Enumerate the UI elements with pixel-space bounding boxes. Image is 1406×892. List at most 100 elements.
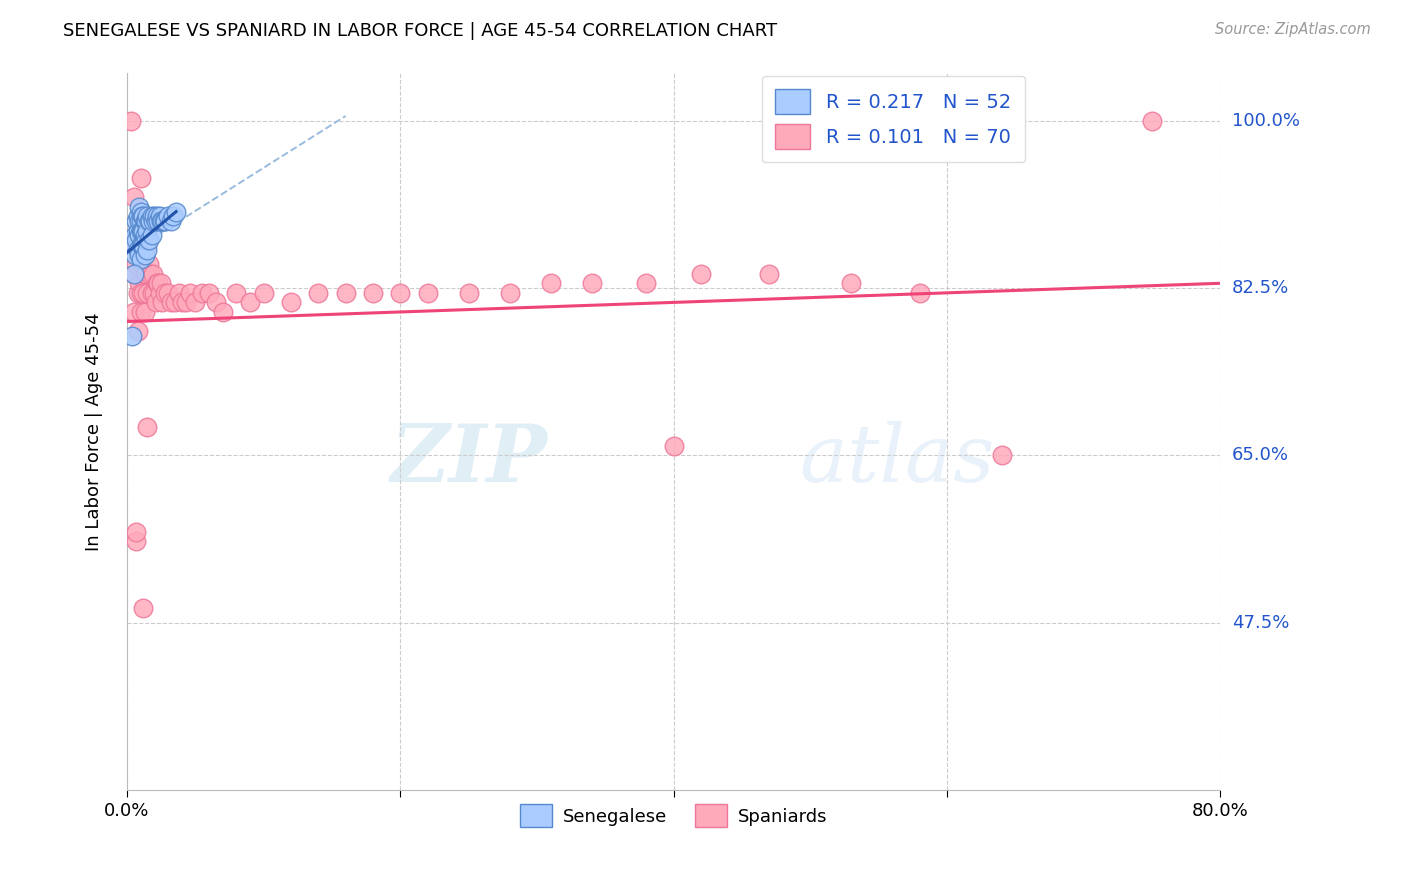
Point [131,210,153,224]
Point [135,267,157,281]
Point [690,267,713,281]
Point [540,277,562,291]
Point [198,285,221,300]
Point [127,243,149,257]
Point [125,257,148,271]
Text: atlas: atlas [800,421,995,499]
Point [125,233,148,247]
Point [134,267,156,281]
Point [159,295,181,310]
Point [136,224,159,238]
Point [145,295,167,310]
Point [148,277,170,291]
Point [581,277,603,291]
Point [153,285,176,300]
Legend: Senegalese, Spaniards: Senegalese, Spaniards [513,797,835,835]
Text: 47.5%: 47.5% [1232,614,1289,632]
Point [841,277,863,291]
Point [135,214,157,228]
Point [122,267,145,281]
Point [122,238,145,252]
Point [307,285,329,300]
Text: 100.0%: 100.0% [1232,112,1299,129]
Point [132,285,155,300]
Point [136,285,159,300]
Point [138,257,160,271]
Point [124,247,146,261]
Point [134,214,156,228]
Point [141,285,163,300]
Point [184,295,207,310]
Text: SENEGALESE VS SPANIARD IN LABOR FORCE | AGE 45-54 CORRELATION CHART: SENEGALESE VS SPANIARD IN LABOR FORCE | … [63,22,778,40]
Point [138,214,160,228]
Point [138,233,160,247]
Point [127,285,149,300]
Point [142,267,165,281]
Point [139,267,162,281]
Point [129,238,152,252]
Point [128,277,150,291]
Point [128,228,150,243]
Point [134,247,156,261]
Point [143,285,166,300]
Point [136,243,159,257]
Point [159,214,181,228]
Point [121,329,143,343]
Point [124,238,146,252]
Point [127,324,149,338]
Point [129,204,152,219]
Point [142,214,165,228]
Point [139,214,162,228]
Point [457,285,479,300]
Point [636,277,658,291]
Point [125,534,148,549]
Point [156,210,179,224]
Point [152,295,174,310]
Point [131,257,153,271]
Point [129,252,152,267]
Point [127,210,149,224]
Point [131,224,153,238]
Point [150,277,173,291]
Point [129,214,152,228]
Point [153,214,176,228]
Point [129,238,152,252]
Point [131,238,153,252]
Text: ZIP: ZIP [391,421,548,499]
Point [662,439,685,453]
Point [252,285,274,300]
Text: Source: ZipAtlas.com: Source: ZipAtlas.com [1215,22,1371,37]
Point [134,305,156,319]
Point [132,210,155,224]
Point [1140,113,1163,128]
Point [129,305,152,319]
Point [145,214,167,228]
Point [416,285,439,300]
Point [156,285,179,300]
Point [153,214,176,228]
Text: 82.5%: 82.5% [1232,279,1289,297]
Point [361,285,384,300]
Point [122,305,145,319]
Point [134,228,156,243]
Point [225,285,247,300]
Point [191,285,214,300]
Point [239,295,262,310]
Point [128,200,150,214]
Point [174,295,197,310]
Point [149,285,172,300]
Point [125,524,148,539]
Point [170,295,193,310]
Point [120,113,142,128]
Point [498,285,520,300]
Point [125,214,148,228]
Point [758,267,780,281]
Point [136,419,159,434]
Point [129,224,152,238]
Point [135,233,157,247]
Point [129,285,152,300]
Y-axis label: In Labor Force | Age 45-54: In Labor Force | Age 45-54 [86,312,103,550]
Point [204,295,226,310]
Point [136,238,159,252]
Point [165,204,187,219]
